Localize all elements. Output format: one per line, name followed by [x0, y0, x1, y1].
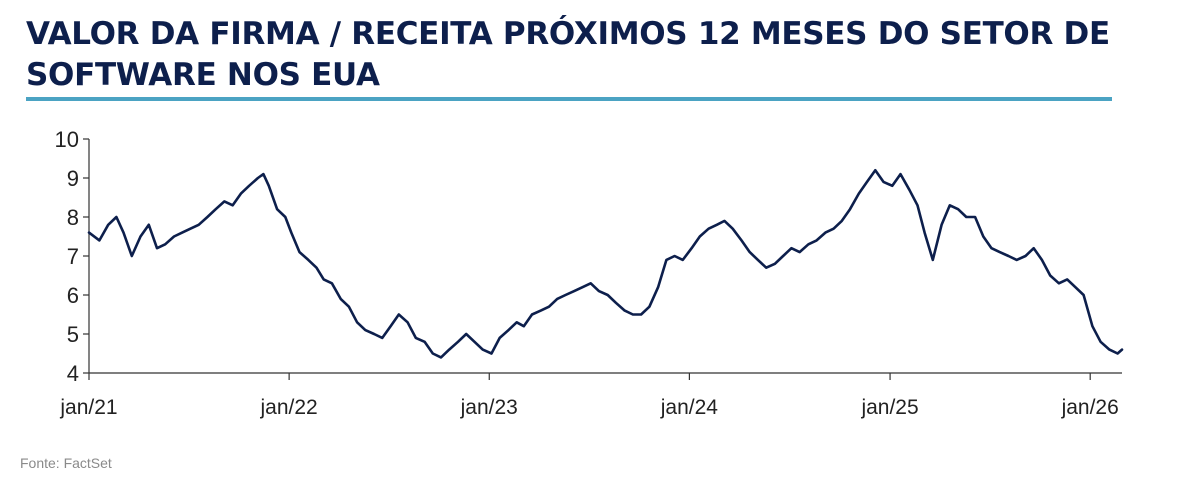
x-tick-label: jan/25 — [860, 396, 918, 419]
title-underline — [26, 97, 1112, 101]
y-tick-label: 4 — [67, 361, 79, 386]
chart-title: VALOR DA FIRMA / RECEITA PRÓXIMOS 12 MES… — [26, 16, 1110, 93]
x-tick-label: jan/23 — [460, 396, 518, 419]
x-tick-label: jan/24 — [660, 396, 719, 419]
y-tick-label: 9 — [67, 166, 79, 191]
y-tick-label: 6 — [67, 283, 79, 308]
x-tick-label: jan/21 — [59, 396, 117, 419]
y-tick-label: 10 — [55, 127, 79, 152]
x-tick-label: jan/26 — [1061, 396, 1119, 419]
y-tick-label: 7 — [67, 244, 79, 269]
y-tick-label: 8 — [67, 205, 79, 230]
series-line — [87, 168, 1124, 359]
x-tick-label: jan/22 — [260, 396, 318, 419]
source-note: Fonte: FactSet — [20, 455, 112, 471]
y-tick-label: 5 — [67, 322, 79, 347]
